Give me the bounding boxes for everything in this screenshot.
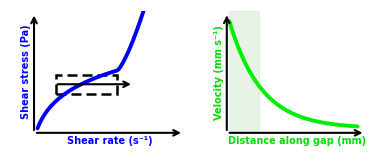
Y-axis label: Velocity (mm s⁻¹): Velocity (mm s⁻¹)	[214, 25, 224, 120]
Y-axis label: Shear stress (Pa): Shear stress (Pa)	[21, 25, 31, 119]
X-axis label: Shear rate (s⁻¹): Shear rate (s⁻¹)	[67, 136, 152, 146]
X-axis label: Distance along gap (mm): Distance along gap (mm)	[228, 136, 366, 146]
Bar	[229, 11, 259, 133]
Bar	[56, 75, 117, 94]
